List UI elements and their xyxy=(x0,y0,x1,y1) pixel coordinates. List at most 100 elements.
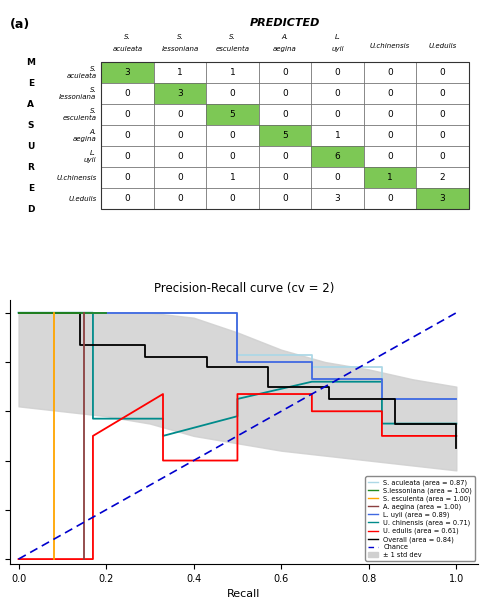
Text: 0: 0 xyxy=(177,173,183,182)
Text: aegina: aegina xyxy=(73,136,97,142)
Text: 0: 0 xyxy=(282,173,288,182)
Text: 3: 3 xyxy=(335,194,341,203)
Bar xyxy=(259,125,311,146)
Bar xyxy=(101,104,154,125)
L. uyii (area = 0.89) xyxy=(235,309,241,316)
Text: 5: 5 xyxy=(282,131,288,140)
Bar xyxy=(206,125,259,146)
Bar xyxy=(206,83,259,104)
U. chinensis (area = 0.71) xyxy=(90,309,96,316)
Overall (area = 0.84) xyxy=(142,341,148,349)
Text: U.chinensis: U.chinensis xyxy=(56,175,97,181)
U. chinensis (area = 0.71) xyxy=(16,309,21,316)
Bar xyxy=(101,125,154,146)
Text: S: S xyxy=(28,121,34,130)
Bar xyxy=(311,83,364,104)
Text: 0: 0 xyxy=(177,131,183,140)
S.lessoniana (area = 1.00) xyxy=(103,309,109,316)
U. chinensis (area = 0.71) xyxy=(235,413,241,420)
Bar xyxy=(154,83,206,104)
Text: A: A xyxy=(27,100,34,109)
Text: 0: 0 xyxy=(387,89,393,98)
Overall (area = 0.84) xyxy=(326,395,332,403)
Title: Precision-Recall curve (cv = 2): Precision-Recall curve (cv = 2) xyxy=(154,282,334,295)
Text: S.: S. xyxy=(90,88,97,94)
Text: S.: S. xyxy=(90,109,97,115)
Bar xyxy=(311,104,364,125)
Text: 0: 0 xyxy=(177,194,183,203)
U. chinensis (area = 0.71) xyxy=(309,378,315,385)
Line: U. chinensis (area = 0.71): U. chinensis (area = 0.71) xyxy=(19,313,456,436)
U. edulis (area = 0.61) xyxy=(235,433,241,440)
Text: 3: 3 xyxy=(440,194,446,203)
Bar xyxy=(259,146,311,167)
Bar xyxy=(311,188,364,209)
U. chinensis (area = 0.71) xyxy=(453,420,459,427)
Text: uyii: uyii xyxy=(331,46,344,52)
Overall (area = 0.84) xyxy=(453,420,459,427)
X-axis label: Recall: Recall xyxy=(227,589,261,599)
Bar xyxy=(154,188,206,209)
L. uyii (area = 0.89) xyxy=(379,395,385,403)
Overall (area = 0.84) xyxy=(16,309,21,316)
Bar xyxy=(364,62,416,83)
Text: 0: 0 xyxy=(335,68,341,77)
Bar xyxy=(206,104,259,125)
Text: E: E xyxy=(28,79,34,88)
Bar xyxy=(259,62,311,83)
Text: 0: 0 xyxy=(387,131,393,140)
U. edulis (area = 0.61) xyxy=(16,556,21,563)
Bar xyxy=(206,167,259,188)
Line: S. aculeata (area = 0.87): S. aculeata (area = 0.87) xyxy=(19,313,456,399)
Text: 0: 0 xyxy=(282,152,288,161)
U. edulis (area = 0.61) xyxy=(160,457,166,464)
Overall (area = 0.84) xyxy=(392,420,398,427)
U. chinensis (area = 0.71) xyxy=(379,378,385,385)
Text: 0: 0 xyxy=(282,194,288,203)
Text: 0: 0 xyxy=(229,152,235,161)
S. aculeata (area = 0.87) xyxy=(453,395,459,403)
Text: 0: 0 xyxy=(335,110,341,119)
Text: 0: 0 xyxy=(177,110,183,119)
Bar xyxy=(416,125,469,146)
Text: 0: 0 xyxy=(282,89,288,98)
Legend: S. aculeata (area = 0.87), S.lessoniana (area = 1.00), S. esculenta (area = 1.00: S. aculeata (area = 0.87), S.lessoniana … xyxy=(366,476,475,560)
Bar xyxy=(364,125,416,146)
L. uyii (area = 0.89) xyxy=(379,376,385,383)
Bar xyxy=(311,146,364,167)
Text: lessoniana: lessoniana xyxy=(59,94,97,100)
Text: 0: 0 xyxy=(387,68,393,77)
Bar xyxy=(101,83,154,104)
Text: 0: 0 xyxy=(440,110,446,119)
Bar xyxy=(364,83,416,104)
Text: 0: 0 xyxy=(282,110,288,119)
Overall (area = 0.84) xyxy=(265,383,271,390)
Bar xyxy=(154,146,206,167)
Bar xyxy=(259,104,311,125)
Text: 0: 0 xyxy=(440,152,446,161)
Text: uyii: uyii xyxy=(84,157,97,163)
Overall (area = 0.84) xyxy=(77,341,83,349)
U. edulis (area = 0.61) xyxy=(379,433,385,440)
U. chinensis (area = 0.71) xyxy=(90,415,96,422)
Text: 0: 0 xyxy=(124,173,130,182)
Text: 3: 3 xyxy=(124,68,130,77)
L. uyii (area = 0.89) xyxy=(235,358,241,365)
Text: 0: 0 xyxy=(229,131,235,140)
Bar xyxy=(416,146,469,167)
Text: 0: 0 xyxy=(335,173,341,182)
L. uyii (area = 0.89) xyxy=(16,309,21,316)
Text: S.: S. xyxy=(90,67,97,73)
Bar xyxy=(101,188,154,209)
Text: R: R xyxy=(27,163,34,172)
Text: 0: 0 xyxy=(387,152,393,161)
S. aculeata (area = 0.87) xyxy=(16,309,21,316)
Text: 0: 0 xyxy=(335,89,341,98)
Bar xyxy=(154,125,206,146)
L. uyii (area = 0.89) xyxy=(453,395,459,403)
U. edulis (area = 0.61) xyxy=(90,433,96,440)
Text: 0: 0 xyxy=(440,89,446,98)
Bar xyxy=(364,188,416,209)
Bar xyxy=(416,104,469,125)
S. aculeata (area = 0.87) xyxy=(379,364,385,371)
